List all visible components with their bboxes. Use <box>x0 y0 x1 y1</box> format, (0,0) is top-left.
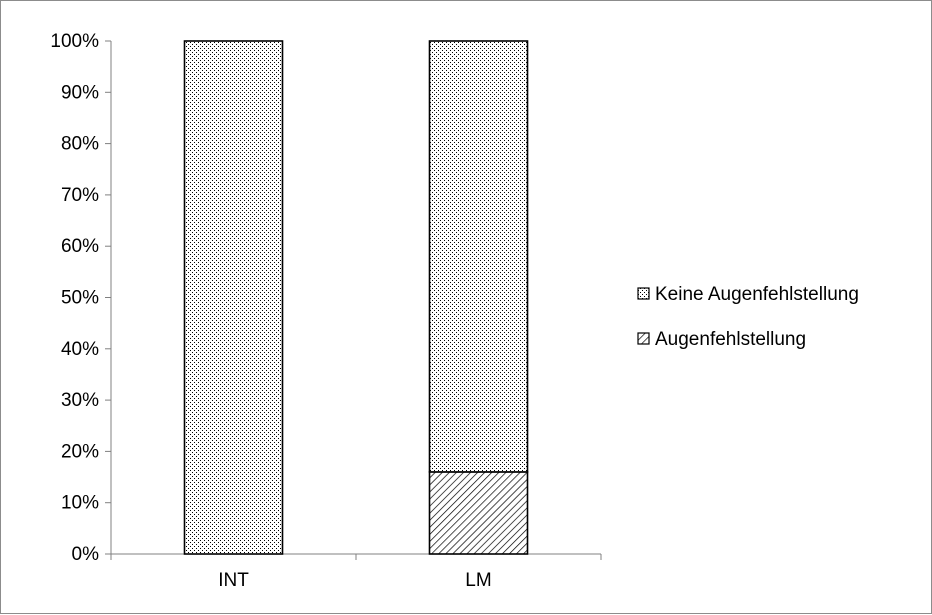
y-tick-label: 40% <box>61 339 99 360</box>
axes: 0% 10% 20% 30% 40% 50% 60% 70% 80% 90% 100% INT LM <box>50 31 602 591</box>
y-tick-label: 10% <box>61 493 99 514</box>
y-tick-label: 70% <box>61 185 99 206</box>
x-category-label: INT <box>218 570 249 591</box>
y-tick-label: 0% <box>72 544 100 565</box>
y-tick-label: 100% <box>50 31 99 52</box>
y-tick-label: 30% <box>61 390 99 411</box>
bars <box>183 40 529 555</box>
bar-segment-lm-keine-augenfehlstellung <box>428 40 529 473</box>
legend-swatch <box>637 332 650 345</box>
x-category-label: LM <box>465 570 491 591</box>
y-tick-label: 20% <box>61 441 99 462</box>
y-tick-label: 80% <box>61 134 99 155</box>
bar-segment-int-keine-augenfehlstellung <box>183 40 284 555</box>
legend-label: Augenfehlstellung <box>655 329 806 350</box>
y-tick-label: 50% <box>61 288 99 309</box>
y-tick-label: 90% <box>61 82 99 103</box>
legend-swatch <box>637 287 650 300</box>
legend: Keine Augenfehlstellung Augenfehlstellung <box>637 284 859 350</box>
bar-segment-lm-augenfehlstellung <box>428 471 529 555</box>
legend-label: Keine Augenfehlstellung <box>655 284 859 305</box>
y-tick-label: 60% <box>61 236 99 257</box>
